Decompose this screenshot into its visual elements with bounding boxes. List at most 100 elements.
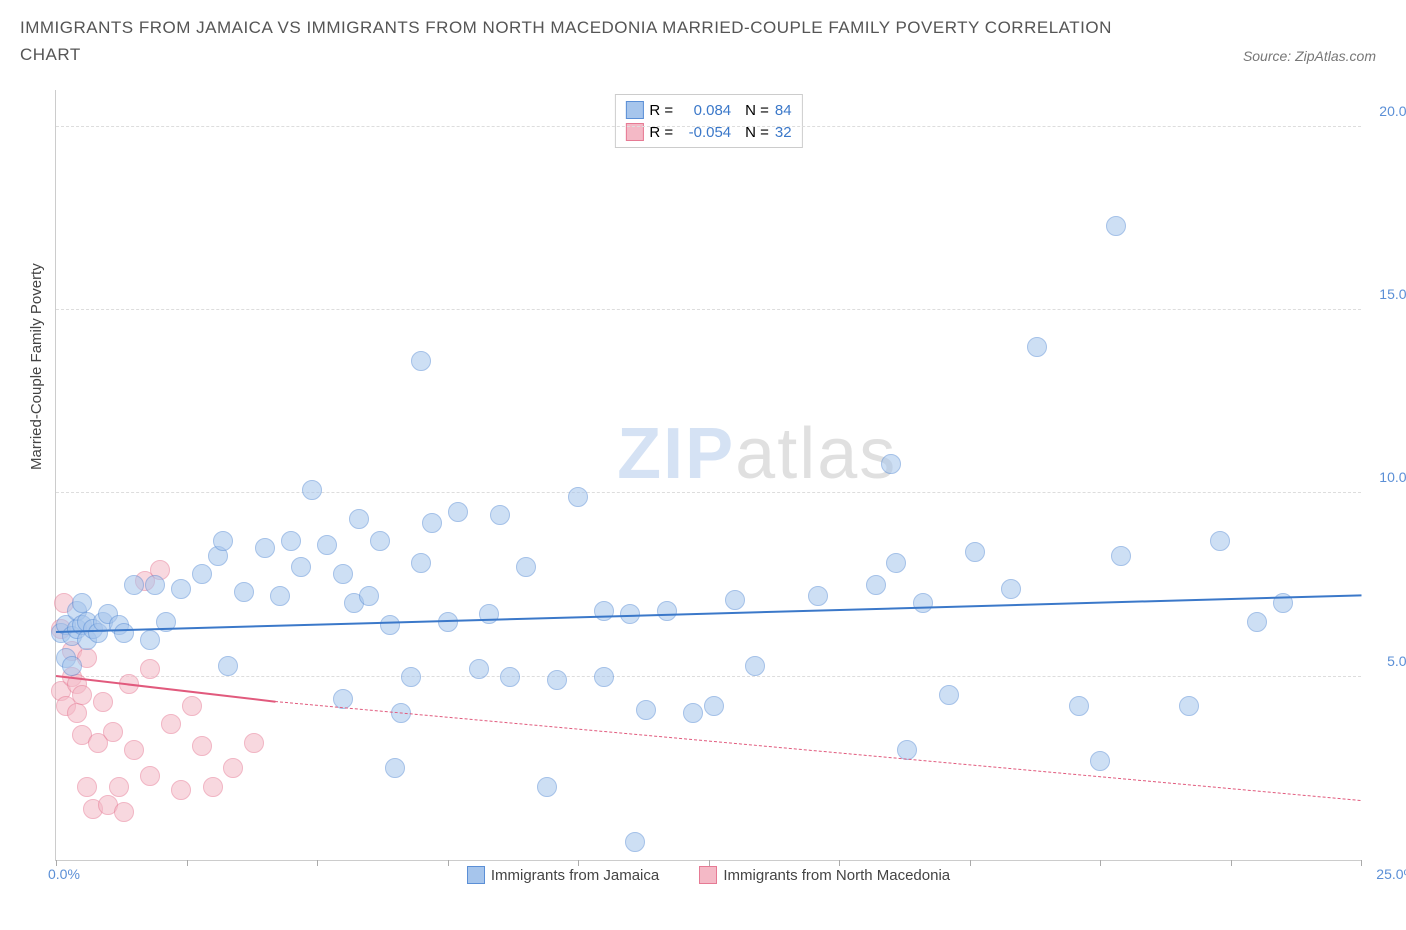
xtick <box>1100 860 1101 866</box>
data-point-jamaica <box>411 553 431 573</box>
xtick <box>709 860 710 866</box>
data-point-jamaica <box>516 557 536 577</box>
data-point-jamaica <box>1090 751 1110 771</box>
data-point-jamaica <box>866 575 886 595</box>
jamaica-swatch-icon <box>467 866 485 884</box>
data-point-jamaica <box>62 656 82 676</box>
y-axis-label: Married-Couple Family Poverty <box>28 263 45 470</box>
xtick <box>448 860 449 866</box>
data-point-jamaica <box>317 535 337 555</box>
data-point-jamaica <box>370 531 390 551</box>
data-point-jamaica <box>625 832 645 852</box>
plot-area: ZIPatlas R = 0.084 N = 84 R = -0.054 N =… <box>55 90 1361 861</box>
data-point-north-macedonia <box>171 780 191 800</box>
ytick-label: 15.0% <box>1379 286 1406 302</box>
jamaica-r-value: 0.084 <box>679 102 731 119</box>
data-point-jamaica <box>725 590 745 610</box>
xtick <box>317 860 318 866</box>
data-point-jamaica <box>291 557 311 577</box>
data-point-jamaica <box>594 667 614 687</box>
ytick-label: 10.0% <box>1379 469 1406 485</box>
jamaica-swatch <box>625 101 643 119</box>
gridline <box>56 126 1361 127</box>
data-point-jamaica <box>469 659 489 679</box>
watermark-atlas: atlas <box>735 414 897 494</box>
trend-line <box>56 594 1361 633</box>
data-point-north-macedonia <box>140 766 160 786</box>
data-point-north-macedonia <box>192 736 212 756</box>
data-point-jamaica <box>448 502 468 522</box>
data-point-jamaica <box>1001 579 1021 599</box>
watermark-zip: ZIP <box>617 414 735 494</box>
watermark: ZIPatlas <box>617 413 897 495</box>
data-point-jamaica <box>683 703 703 723</box>
gridline <box>56 676 1361 677</box>
data-point-jamaica <box>385 758 405 778</box>
chart-title: IMMIGRANTS FROM JAMAICA VS IMMIGRANTS FR… <box>20 14 1120 68</box>
xtick <box>839 860 840 866</box>
data-point-jamaica <box>192 564 212 584</box>
xlim-max: 25.0% <box>1376 866 1406 882</box>
data-point-jamaica <box>1027 337 1047 357</box>
data-point-jamaica <box>1210 531 1230 551</box>
data-point-north-macedonia <box>72 685 92 705</box>
ytick-label: 5.0% <box>1387 653 1406 669</box>
source-label: Source: ZipAtlas.com <box>1243 48 1376 64</box>
legend-item-macedonia: Immigrants from North Macedonia <box>699 866 950 884</box>
xtick <box>1361 860 1362 866</box>
data-point-jamaica <box>333 564 353 584</box>
gridline <box>56 309 1361 310</box>
data-point-jamaica <box>500 667 520 687</box>
data-point-jamaica <box>479 604 499 624</box>
n-prefix: N = <box>745 102 769 119</box>
data-point-jamaica <box>704 696 724 716</box>
data-point-jamaica <box>302 480 322 500</box>
xtick <box>1231 860 1232 866</box>
data-point-north-macedonia <box>161 714 181 734</box>
xlim-min: 0.0% <box>48 866 80 882</box>
data-point-north-macedonia <box>182 696 202 716</box>
data-point-jamaica <box>218 656 238 676</box>
data-point-jamaica <box>213 531 233 551</box>
data-point-jamaica <box>547 670 567 690</box>
data-point-jamaica <box>490 505 510 525</box>
data-point-jamaica <box>913 593 933 613</box>
data-point-north-macedonia <box>77 777 97 797</box>
data-point-north-macedonia <box>93 692 113 712</box>
data-point-jamaica <box>881 454 901 474</box>
data-point-jamaica <box>281 531 301 551</box>
data-point-jamaica <box>1069 696 1089 716</box>
data-point-jamaica <box>537 777 557 797</box>
data-point-jamaica <box>965 542 985 562</box>
data-point-north-macedonia <box>140 659 160 679</box>
trend-line <box>275 701 1361 801</box>
data-point-jamaica <box>270 586 290 606</box>
data-point-north-macedonia <box>67 703 87 723</box>
data-point-jamaica <box>568 487 588 507</box>
data-point-jamaica <box>657 601 677 621</box>
data-point-north-macedonia <box>103 722 123 742</box>
data-point-north-macedonia <box>114 802 134 822</box>
r-prefix: R = <box>649 102 673 119</box>
xtick <box>578 860 579 866</box>
legend-series: Immigrants from Jamaica Immigrants from … <box>56 866 1361 888</box>
data-point-jamaica <box>140 630 160 650</box>
chart-container: IMMIGRANTS FROM JAMAICA VS IMMIGRANTS FR… <box>0 0 1406 930</box>
data-point-jamaica <box>886 553 906 573</box>
data-point-jamaica <box>422 513 442 533</box>
data-point-north-macedonia <box>244 733 264 753</box>
data-point-jamaica <box>255 538 275 558</box>
legend-stats-row-macedonia: R = -0.054 N = 32 <box>625 121 791 143</box>
data-point-jamaica <box>124 575 144 595</box>
jamaica-n-value: 84 <box>775 102 792 119</box>
data-point-north-macedonia <box>203 777 223 797</box>
data-point-north-macedonia <box>124 740 144 760</box>
xtick <box>970 860 971 866</box>
data-point-jamaica <box>1111 546 1131 566</box>
legend-stats-row-jamaica: R = 0.084 N = 84 <box>625 99 791 121</box>
data-point-jamaica <box>72 593 92 613</box>
data-point-jamaica <box>171 579 191 599</box>
gridline <box>56 492 1361 493</box>
data-point-jamaica <box>349 509 369 529</box>
data-point-jamaica <box>359 586 379 606</box>
